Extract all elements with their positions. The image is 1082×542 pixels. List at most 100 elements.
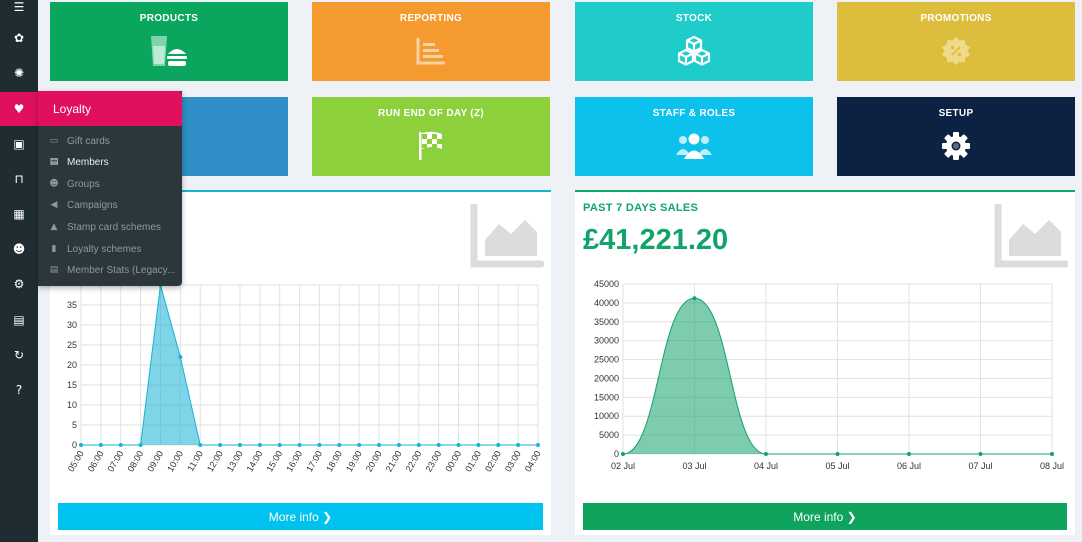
sync-icon[interactable]: ↻	[13, 348, 25, 362]
report-icon[interactable]: ☰	[13, 0, 25, 14]
x-tick-label: 23:00	[423, 449, 443, 474]
x-tick-label: 21:00	[384, 449, 404, 474]
menu-item-gift-cards[interactable]: ▭ Gift cards	[48, 133, 110, 149]
data-point	[297, 443, 302, 447]
x-tick-label: 03:00	[503, 449, 523, 474]
menu-item-label: Loyalty schemes	[67, 243, 142, 255]
data-point	[377, 443, 382, 447]
data-point	[118, 443, 123, 447]
products-icon	[50, 34, 288, 68]
products-icon[interactable]: ✿	[13, 31, 25, 45]
menu-item-groups[interactable]: ☻ Groups	[48, 176, 100, 192]
tile-label: STOCK	[675, 13, 713, 24]
tile-label: RUN END OF DAY (Z)	[378, 108, 484, 119]
data-point	[337, 443, 342, 447]
stats-card-icon: ▤	[49, 265, 59, 275]
x-tick-label: 18:00	[324, 449, 344, 474]
x-tick-label: 13:00	[225, 449, 245, 474]
y-tick-label: 5000	[599, 430, 619, 440]
x-tick-label: 19:00	[344, 449, 364, 474]
tile-label: PRODUCTS	[139, 13, 199, 24]
x-tick-label: 03 Jul	[682, 461, 706, 471]
sidebar: ☰ ✿ ✺ ♥ ▣ ⊓ ▦ ☻ ⚙ ▤ ↻ ?	[0, 0, 38, 542]
y-tick-label: 15	[67, 380, 77, 390]
data-point	[835, 452, 840, 456]
tile-promotions[interactable]: PROMOTIONS	[837, 2, 1075, 81]
id-card-icon: ▤	[49, 157, 59, 167]
data-point	[476, 443, 481, 447]
y-tick-label: 25000	[594, 355, 619, 365]
flyout-title[interactable]: Loyalty	[38, 91, 182, 126]
data-point	[79, 443, 83, 447]
y-tick-label: 0	[72, 440, 77, 450]
tile-reporting[interactable]: REPORTING	[312, 2, 550, 81]
menu-item-label: Members	[67, 156, 109, 168]
y-tick-label: 35	[67, 300, 77, 310]
x-tick-label: 02 Jul	[611, 461, 635, 471]
tile-label: PROMOTIONS	[920, 13, 992, 24]
x-tick-label: 06 Jul	[897, 461, 921, 471]
stamp-icon: ▲	[50, 222, 58, 232]
y-tick-label: 20	[67, 360, 77, 370]
y-tick-label: 45000	[594, 279, 619, 289]
promotions-icon	[837, 34, 1075, 68]
series-area	[81, 285, 538, 445]
tile-setup[interactable]: SETUP	[837, 97, 1075, 176]
menu-item-member-stats[interactable]: ▤ Member Stats (Legacy...	[48, 262, 175, 278]
calendar-check-icon[interactable]: ▣	[13, 137, 25, 151]
series-line	[622, 297, 1052, 455]
sales-more-info-button[interactable]: More info ❯	[583, 503, 1067, 530]
tile-stock[interactable]: STOCK	[575, 2, 813, 81]
help-icon[interactable]: ?	[15, 383, 23, 397]
tile-staff-roles[interactable]: STAFF & ROLES	[575, 97, 813, 176]
y-tick-label: 0	[614, 449, 619, 459]
data-point	[98, 443, 103, 447]
menu-item-stamp-card-schemes[interactable]: ▲ Stamp card schemes	[48, 219, 161, 235]
data-point	[416, 443, 421, 447]
y-tick-label: 10000	[594, 411, 619, 421]
document-icon[interactable]: ▤	[13, 313, 25, 327]
promotions-icon[interactable]: ✺	[13, 66, 25, 80]
y-tick-label: 40000	[594, 298, 619, 308]
menu-item-loyalty-schemes[interactable]: ▮ Loyalty schemes	[48, 241, 142, 257]
users-icon[interactable]: ☻	[12, 242, 26, 256]
staff-icon	[575, 129, 813, 163]
menu-item-label: Gift cards	[67, 135, 110, 147]
menu-item-label: Member Stats (Legacy...	[67, 264, 176, 276]
x-tick-label: 07:00	[106, 449, 126, 474]
x-tick-label: 04 Jul	[754, 461, 778, 471]
past-7-days-sales-card: PAST 7 DAYS SALES £41,221.20 0 5000 10000 1…	[575, 190, 1075, 535]
x-tick-label: 14:00	[245, 449, 265, 474]
x-tick-label: 09:00	[145, 449, 165, 474]
data-point	[178, 355, 183, 359]
tile-label: REPORTING	[399, 13, 463, 24]
x-tick-label: 08:00	[125, 449, 145, 474]
tile-products[interactable]: PRODUCTS	[50, 2, 288, 81]
table-icon[interactable]: ⊓	[14, 172, 24, 186]
data-point	[764, 452, 768, 456]
gear-icon[interactable]: ⚙	[13, 277, 25, 291]
menu-item-label: Groups	[67, 178, 100, 190]
megaphone-icon: ◀	[50, 200, 58, 210]
sales-7-days-chart: 0 5000 10000 15000 20000 25000 30000 35000 40000…	[594, 279, 1064, 471]
tile-run-end-of-day[interactable]: RUN END OF DAY (Z)	[312, 97, 550, 176]
y-tick-label: 5	[72, 420, 77, 430]
menu-item-members[interactable]: ▤ Members	[48, 154, 109, 170]
data-point	[516, 443, 521, 447]
x-tick-label: 06:00	[86, 449, 106, 474]
x-tick-label: 17:00	[304, 449, 324, 474]
card-title: PAST 7 DAYS SALES	[583, 202, 699, 214]
menu-item-campaigns[interactable]: ◀ Campaigns	[48, 197, 118, 213]
y-tick-label: 25	[67, 340, 77, 350]
hourly-more-info-button[interactable]: More info ❯	[58, 503, 543, 530]
x-tick-label: 20:00	[364, 449, 384, 474]
x-tick-label: 22:00	[404, 449, 424, 474]
heart-icon[interactable]: ♥	[0, 92, 38, 126]
tile-label: STAFF & ROLES	[652, 108, 736, 119]
data-point	[978, 452, 983, 456]
calendar-clock-icon[interactable]: ▦	[13, 207, 25, 221]
x-tick-label: 10:00	[165, 449, 185, 474]
data-point	[621, 452, 625, 456]
data-point	[237, 443, 242, 447]
